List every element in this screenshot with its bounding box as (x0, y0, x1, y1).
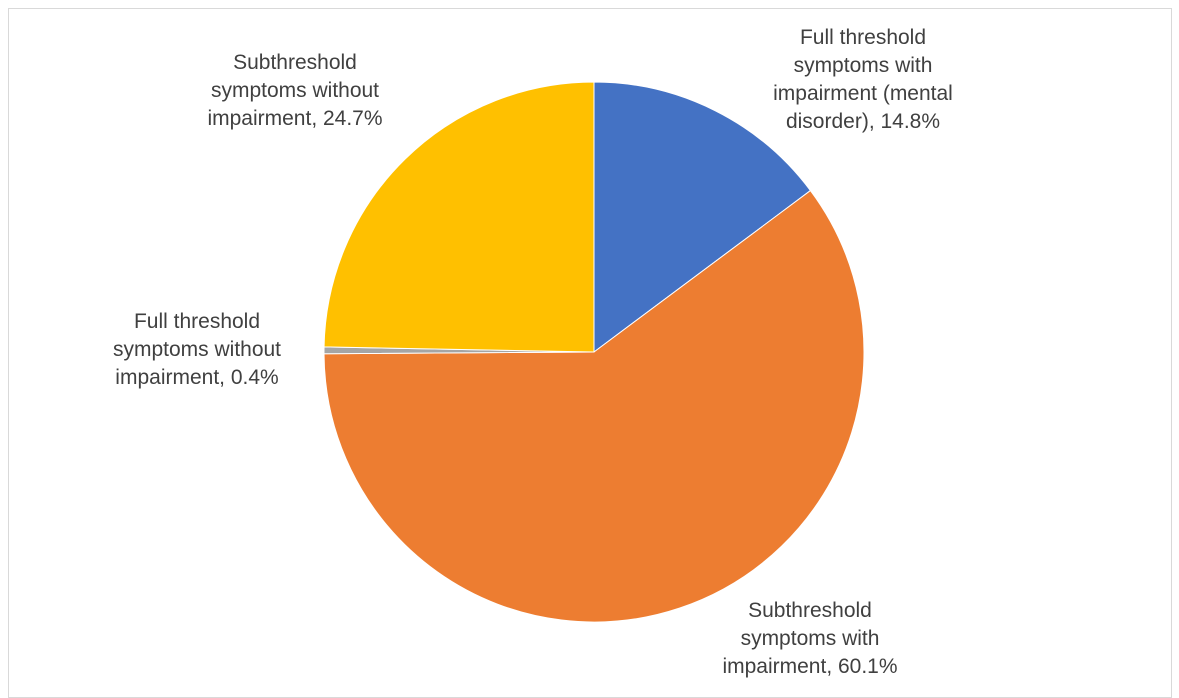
data-label-line: symptoms without (113, 338, 281, 361)
data-label-3: Full threshold symptoms without impairment… (113, 310, 281, 389)
pie-slices (323, 81, 865, 623)
data-label-line: impairment (mental (773, 82, 953, 105)
data-label-line: symptoms with (794, 54, 933, 77)
data-label-line: Subthreshold (233, 51, 357, 74)
data-label-line: symptoms with (741, 627, 880, 650)
pie-slice-2 (323, 189, 865, 623)
data-label-line: Subthreshold (748, 599, 872, 622)
pie-slice-1 (593, 81, 812, 353)
data-label-4: Subthreshold symptoms without impairment, … (207, 51, 382, 130)
data-label-1: Full threshold symptoms with impairment (m… (773, 26, 953, 133)
data-label-2: Subthreshold symptoms with impairment, 60.… (722, 599, 897, 678)
data-label-line: impairment, 0.4% (115, 366, 278, 389)
data-label-line: disorder), 14.8% (786, 110, 940, 133)
data-label-line: Full threshold (800, 26, 926, 49)
data-label-line: impairment, 60.1% (722, 655, 897, 678)
data-label-line: symptoms without (211, 79, 379, 102)
pie-slice-4 (323, 81, 595, 353)
data-label-line: Full threshold (134, 310, 260, 333)
data-labels: Full threshold symptoms with impairment (m… (113, 26, 953, 678)
data-label-line: impairment, 24.7% (207, 107, 382, 130)
